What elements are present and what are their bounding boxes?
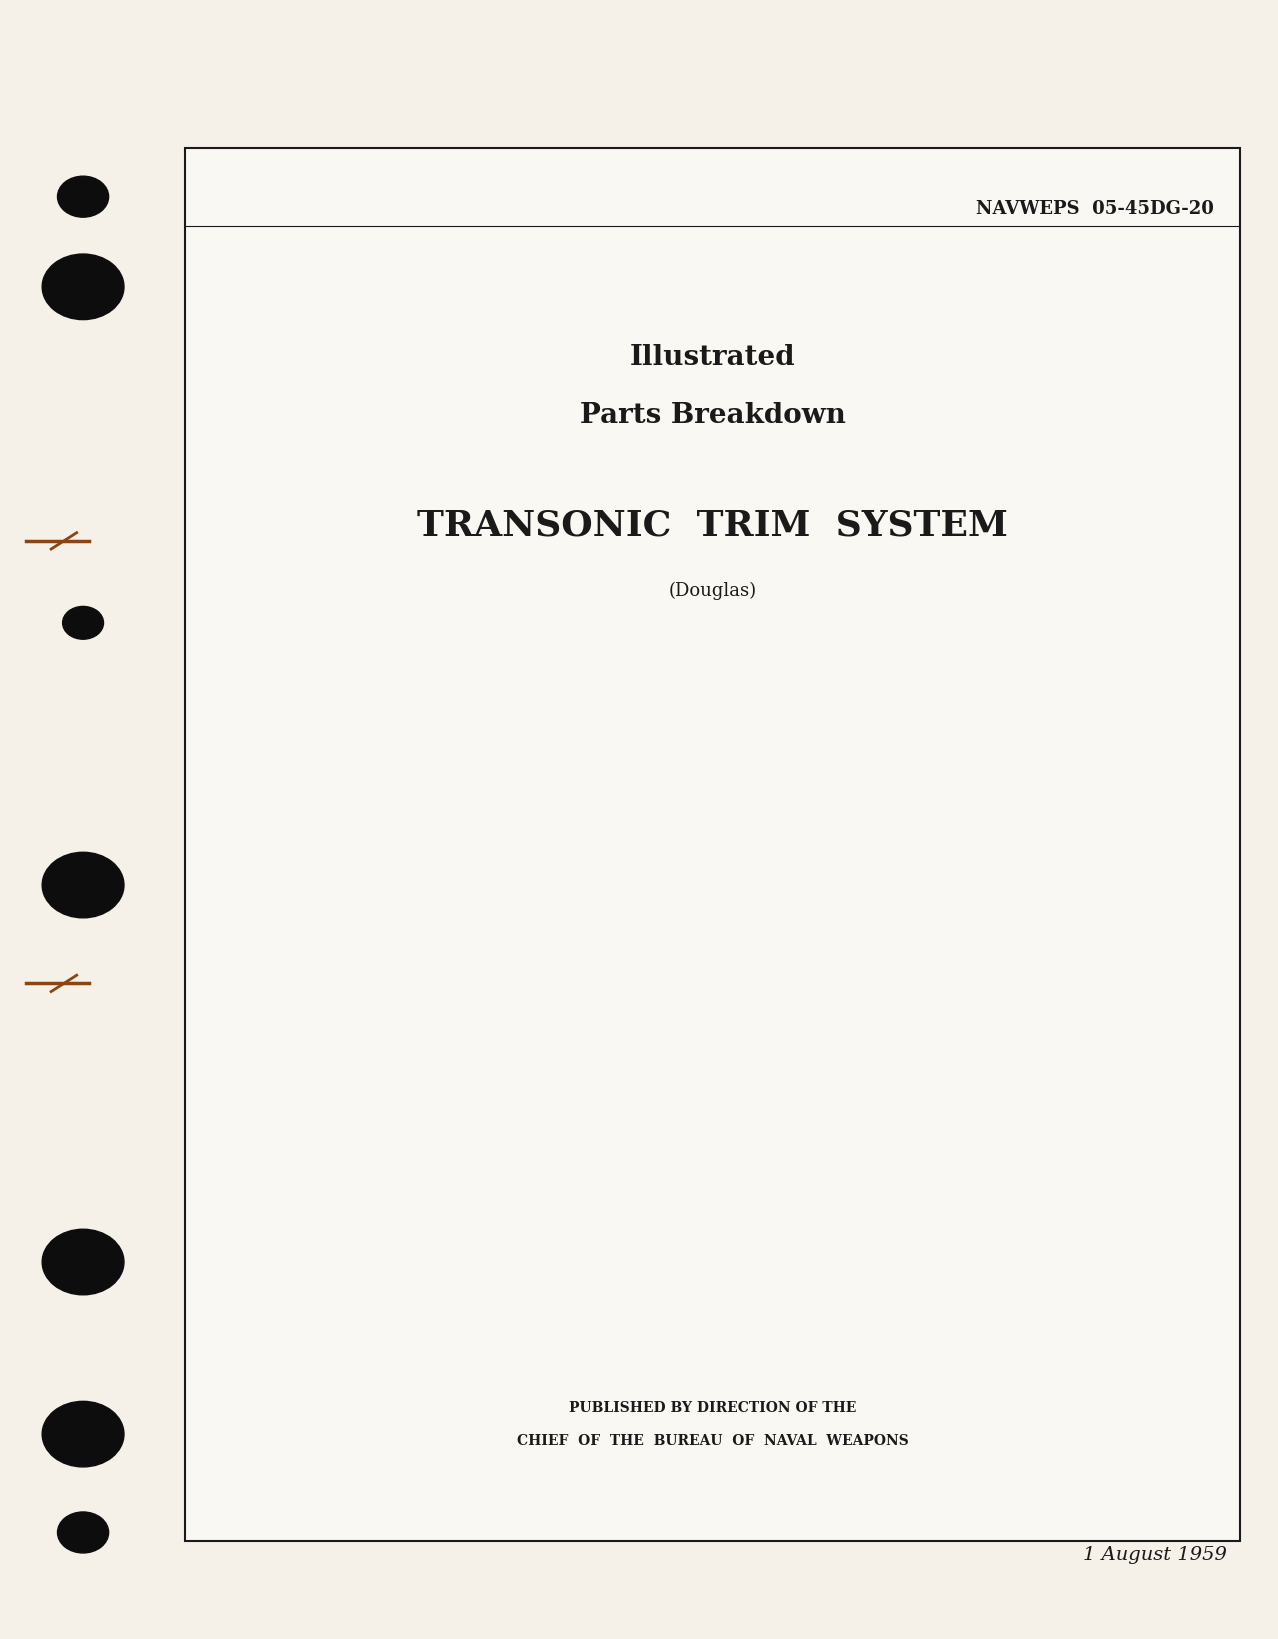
Text: Parts Breakdown: Parts Breakdown: [579, 402, 846, 428]
Ellipse shape: [42, 852, 124, 918]
Text: CHIEF  OF  THE  BUREAU  OF  NAVAL  WEAPONS: CHIEF OF THE BUREAU OF NAVAL WEAPONS: [516, 1434, 909, 1449]
Ellipse shape: [42, 1229, 124, 1295]
Ellipse shape: [42, 254, 124, 320]
Text: TRANSONIC  TRIM  SYSTEM: TRANSONIC TRIM SYSTEM: [417, 508, 1008, 543]
Text: PUBLISHED BY DIRECTION OF THE: PUBLISHED BY DIRECTION OF THE: [569, 1401, 856, 1416]
Text: NAVWEPS  05-45DG-20: NAVWEPS 05-45DG-20: [976, 200, 1214, 218]
Ellipse shape: [63, 606, 104, 639]
Ellipse shape: [58, 1513, 109, 1554]
Ellipse shape: [58, 177, 109, 218]
Text: Illustrated: Illustrated: [630, 344, 795, 370]
Text: 1 August 1959: 1 August 1959: [1082, 1546, 1227, 1564]
FancyBboxPatch shape: [185, 148, 1240, 1541]
Text: (Douglas): (Douglas): [668, 582, 757, 600]
Ellipse shape: [42, 1401, 124, 1467]
